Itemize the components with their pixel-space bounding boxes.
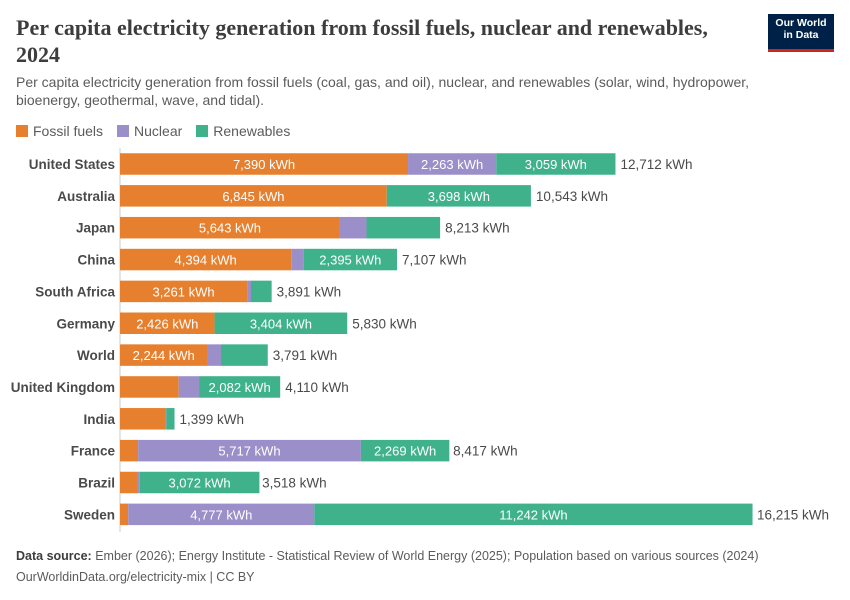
category-label-china: China — [77, 253, 115, 268]
category-label-south-africa: South Africa — [35, 284, 115, 299]
legend-swatch-nuclear — [117, 125, 130, 137]
segment-label-renewables-australia: 3,698 kWh — [428, 189, 490, 204]
bar-segment-renewables-china — [303, 248, 398, 271]
bar-segment-fossil-fuels-australia — [120, 185, 387, 207]
legend-swatch-renewables — [196, 125, 209, 137]
bar-segment-renewables-south-africa — [250, 280, 272, 303]
data-source-text: Ember (2026); Energy Institute - Statist… — [91, 549, 759, 563]
segment-label-renewables-united-states: 3,059 kWh — [525, 157, 587, 172]
segment-label-renewables-sweden: 11,242 kWh — [499, 507, 567, 522]
source-url-line[interactable]: OurWorldinData.org/electricity-mix | CC … — [16, 570, 255, 584]
bar-segment-nuclear-united-states — [408, 153, 497, 175]
total-label-germany: 5,830 kWh — [352, 316, 417, 331]
owid-logo[interactable]: Our World in Data — [768, 14, 834, 52]
bar-segment-renewables-world — [220, 344, 268, 366]
bar-segment-fossil-fuels-united-states — [120, 153, 409, 175]
category-label-united-states: United States — [29, 157, 115, 172]
segment-label-fossil-fuels-united-states: 7,390 kWh — [233, 157, 295, 172]
bar-segment-fossil-fuels-india — [120, 408, 166, 430]
segment-label-fossil-fuels-germany: 2,426 kWh — [136, 316, 198, 331]
legend-swatch-fossil-fuels — [16, 125, 28, 137]
bar-segment-nuclear-united-kingdom — [178, 376, 200, 398]
bar-segment-fossil-fuels-sweden — [120, 503, 129, 526]
bar-segment-nuclear-sweden — [128, 503, 315, 526]
segment-label-fossil-fuels-world: 2,244 kWh — [133, 348, 195, 363]
segment-label-nuclear-sweden: 4,777 kWh — [190, 507, 252, 522]
bar-segment-nuclear-japan — [339, 216, 367, 239]
total-label-india: 1,399 kWh — [180, 412, 245, 427]
bar-segment-fossil-fuels-germany — [120, 312, 215, 334]
segment-label-fossil-fuels-japan: 5,643 kWh — [199, 221, 261, 236]
bar-segment-fossil-fuels-united-kingdom — [120, 376, 179, 398]
total-label-china: 7,107 kWh — [402, 253, 467, 268]
data-source-label: Data source: — [16, 549, 92, 563]
bar-segment-renewables-japan — [366, 216, 441, 239]
category-label-world: World — [77, 348, 115, 363]
segment-label-fossil-fuels-china: 4,394 kWh — [175, 253, 237, 268]
logo-line-2: in Data — [783, 29, 819, 41]
legend-label-fossil-fuels: Fossil fuels — [33, 123, 104, 139]
legend-label-nuclear: Nuclear — [134, 123, 183, 139]
stacked-bar-chart: United States 7,390 kWh 2,263 kWh 3,059 kWh… — [11, 148, 829, 532]
bar-segment-nuclear-south-africa — [247, 280, 251, 303]
category-label-japan: Japan — [76, 221, 115, 236]
bar-segment-fossil-fuels-france — [120, 439, 139, 462]
total-label-france: 8,417 kWh — [453, 444, 518, 459]
category-label-sweden: Sweden — [64, 507, 115, 522]
total-label-australia: 10,543 kWh — [536, 189, 608, 204]
bar-segment-fossil-fuels-brazil — [120, 471, 137, 494]
category-label-france: France — [71, 444, 116, 459]
total-label-south-africa: 3,891 kWh — [277, 284, 342, 299]
bar-segment-renewables-united-states — [496, 153, 616, 175]
segment-label-nuclear-france: 5,717 kWh — [218, 444, 280, 459]
data-source-line: Data source: Ember (2026); Energy Instit… — [16, 549, 759, 563]
legend-item-nuclear[interactable]: Nuclear — [117, 123, 182, 139]
bar-segment-renewables-brazil — [139, 471, 260, 494]
total-label-japan: 8,213 kWh — [445, 221, 510, 236]
segment-label-nuclear-united-states: 2,263 kWh — [421, 157, 483, 172]
category-label-united-kingdom: United Kingdom — [11, 380, 115, 395]
chart-title: Per capita electricity generation from f… — [16, 15, 708, 67]
legend: Fossil fuels Nuclear Renewables — [16, 123, 304, 139]
segment-label-renewables-united-kingdom: 2,082 kWh — [209, 380, 271, 395]
category-label-germany: Germany — [56, 316, 115, 331]
bar-segment-fossil-fuels-japan — [120, 216, 340, 239]
bar-segment-fossil-fuels-china — [120, 248, 292, 271]
category-label-india: India — [83, 412, 115, 427]
bar-segment-renewables-germany — [214, 312, 348, 334]
bar-segment-renewables-france — [360, 439, 450, 462]
total-label-world: 3,791 kWh — [273, 348, 338, 363]
total-label-brazil: 3,518 kWh — [262, 476, 327, 491]
bar-segment-fossil-fuels-south-africa — [120, 280, 248, 303]
total-label-sweden: 16,215 kWh — [757, 507, 829, 522]
chart-subtitle: Per capita electricity generation from f… — [16, 74, 750, 108]
category-label-brazil: Brazil — [78, 476, 115, 491]
legend-item-renewables[interactable]: Renewables — [196, 123, 290, 139]
segment-label-renewables-china: 2,395 kWh — [319, 253, 381, 268]
bar-segment-renewables-united-kingdom — [199, 376, 281, 398]
bar-segment-nuclear-india — [165, 408, 167, 430]
legend-label-renewables: Renewables — [213, 123, 291, 139]
bar-segment-nuclear-china — [291, 248, 304, 271]
segment-label-renewables-germany: 3,404 kWh — [250, 316, 312, 331]
bar-segment-nuclear-world — [207, 344, 221, 366]
legend-item-fossil-fuels[interactable]: Fossil fuels — [16, 123, 103, 139]
bar-segment-renewables-australia — [386, 185, 531, 207]
segment-label-renewables-france: 2,269 kWh — [374, 444, 436, 459]
bar-segment-nuclear-brazil — [136, 471, 140, 494]
segment-label-fossil-fuels-south-africa: 3,261 kWh — [152, 284, 214, 299]
total-label-united-states: 12,712 kWh — [620, 157, 692, 172]
bar-segment-nuclear-france — [138, 439, 361, 462]
category-label-australia: Australia — [57, 189, 115, 204]
segment-label-fossil-fuels-australia: 6,845 kWh — [222, 189, 284, 204]
bar-segment-renewables-sweden — [314, 503, 753, 526]
total-label-united-kingdom: 4,110 kWh — [285, 380, 349, 395]
bar-segment-fossil-fuels-world — [120, 344, 208, 366]
bar-segment-renewables-india — [166, 408, 175, 430]
segment-label-renewables-brazil: 3,072 kWh — [168, 476, 230, 491]
logo-line-1: Our World — [775, 17, 827, 29]
